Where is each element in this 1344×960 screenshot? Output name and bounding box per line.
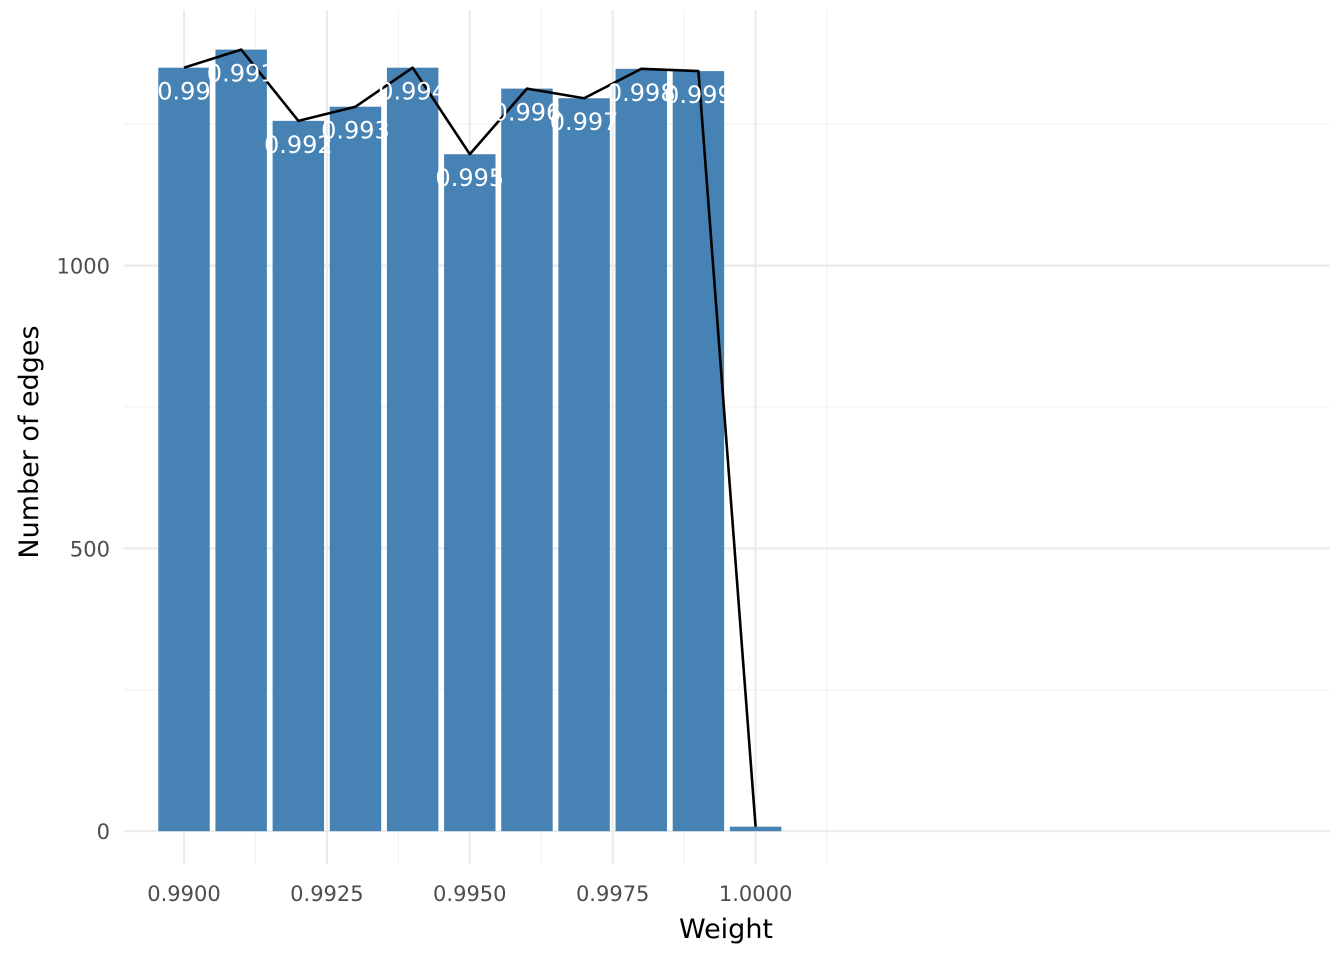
bar-labels: 0.990.9910.9920.9930.9940.9950.9960.9970…	[157, 60, 732, 193]
x-tick-label: 0.9900	[147, 882, 220, 906]
bar-label: 0.993	[321, 117, 390, 145]
bar-label: 0.99	[157, 78, 210, 106]
bar-label: 0.994	[378, 78, 447, 106]
x-tick-label: 0.9975	[576, 882, 649, 906]
line-series	[183, 48, 757, 827]
x-tick-label: 0.9950	[433, 882, 506, 906]
bar-label: 0.995	[435, 164, 504, 192]
y-tick-label: 500	[70, 537, 110, 561]
bar-label: 0.998	[607, 79, 676, 107]
bar	[729, 826, 782, 832]
y-axis-title: Number of edges	[14, 325, 45, 558]
bar	[558, 98, 610, 832]
x-tick-label: 1.0000	[719, 882, 792, 906]
bar	[272, 120, 325, 832]
x-axis-ticks: 0.9900 0.9925 0.9950 0.9975 1.0000	[147, 882, 792, 906]
bar	[501, 88, 553, 832]
y-tick-label: 0	[97, 820, 110, 844]
bar	[386, 67, 439, 832]
bar-label: 0.991	[207, 60, 276, 88]
y-axis-ticks: 0 500 1000	[57, 255, 110, 845]
bar	[444, 154, 496, 832]
x-axis-title: Weight	[679, 914, 773, 945]
bar-label: 0.997	[550, 108, 619, 136]
bar	[158, 67, 210, 832]
line-overlay	[183, 48, 757, 827]
bar-label: 0.999	[664, 81, 733, 109]
bar	[672, 71, 725, 832]
x-tick-label: 0.9925	[290, 882, 363, 906]
bar	[329, 106, 382, 832]
bar	[615, 68, 667, 832]
y-tick-label: 1000	[57, 255, 110, 279]
bar-label: 0.992	[264, 131, 333, 159]
bar	[215, 49, 267, 832]
bar-label: 0.996	[493, 99, 562, 127]
bars	[158, 49, 782, 832]
